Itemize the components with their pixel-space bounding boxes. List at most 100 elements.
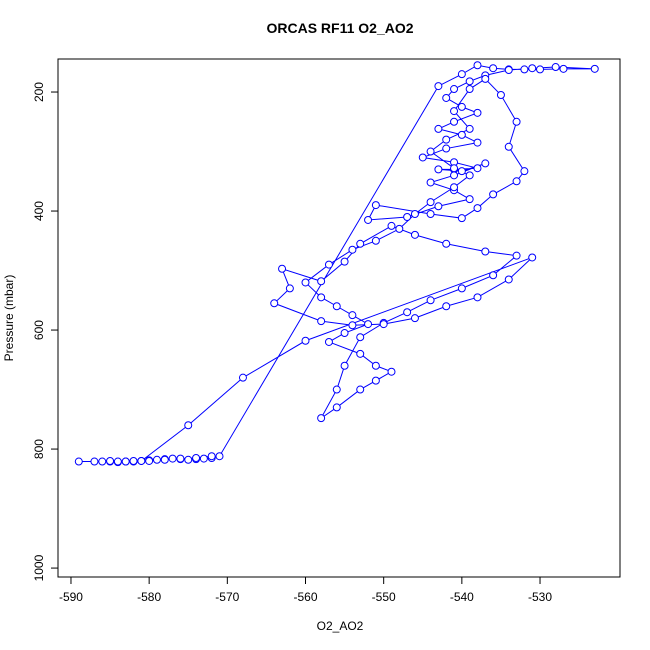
chart-title: ORCAS RF11 O2_AO2 bbox=[266, 20, 413, 36]
point bbox=[528, 64, 537, 73]
x-tick-label: -550 bbox=[372, 590, 396, 604]
point bbox=[450, 183, 459, 192]
point bbox=[418, 153, 427, 162]
point bbox=[332, 385, 341, 394]
point bbox=[551, 63, 560, 72]
point bbox=[457, 284, 466, 293]
point bbox=[504, 142, 513, 151]
point bbox=[473, 293, 482, 302]
point bbox=[340, 329, 349, 338]
point bbox=[324, 260, 333, 269]
point bbox=[450, 107, 459, 116]
point bbox=[270, 299, 279, 308]
point bbox=[371, 236, 380, 245]
point bbox=[137, 456, 146, 465]
point bbox=[184, 455, 193, 464]
x-tick-label: -530 bbox=[528, 590, 552, 604]
point bbox=[356, 333, 365, 342]
point bbox=[403, 212, 412, 221]
point bbox=[317, 414, 326, 423]
point bbox=[450, 164, 459, 173]
point bbox=[489, 64, 498, 73]
point bbox=[192, 453, 201, 462]
point bbox=[160, 455, 169, 464]
x-tick-label: -540 bbox=[450, 590, 474, 604]
point bbox=[74, 457, 83, 466]
point bbox=[332, 403, 341, 412]
point bbox=[512, 251, 521, 260]
point bbox=[426, 178, 435, 187]
point bbox=[473, 61, 482, 70]
point bbox=[489, 190, 498, 199]
point bbox=[90, 457, 99, 466]
point bbox=[457, 70, 466, 79]
point bbox=[442, 239, 451, 248]
point bbox=[473, 164, 482, 173]
point bbox=[426, 198, 435, 207]
point bbox=[473, 138, 482, 147]
y-tick-label: 800 bbox=[32, 439, 46, 459]
point bbox=[324, 337, 333, 346]
point bbox=[434, 202, 443, 211]
y-axis-label: Pressure (mbar) bbox=[2, 275, 16, 362]
point bbox=[442, 144, 451, 153]
point bbox=[278, 264, 287, 273]
point bbox=[364, 215, 373, 224]
point bbox=[168, 454, 177, 463]
point bbox=[199, 454, 208, 463]
point bbox=[559, 64, 568, 73]
point bbox=[356, 239, 365, 248]
point bbox=[371, 201, 380, 210]
point bbox=[520, 167, 529, 176]
point bbox=[489, 271, 498, 280]
point bbox=[317, 293, 326, 302]
point bbox=[371, 376, 380, 385]
point bbox=[340, 361, 349, 370]
point bbox=[410, 210, 419, 219]
point bbox=[184, 421, 193, 430]
x-tick-label: -590 bbox=[59, 590, 83, 604]
x-tick-label: -580 bbox=[137, 590, 161, 604]
point bbox=[426, 210, 435, 219]
point bbox=[457, 214, 466, 223]
point bbox=[176, 454, 185, 463]
point bbox=[238, 373, 247, 382]
point bbox=[450, 171, 459, 180]
point bbox=[465, 195, 474, 204]
point bbox=[434, 82, 443, 91]
point bbox=[301, 278, 310, 287]
point bbox=[426, 147, 435, 156]
point bbox=[528, 253, 537, 262]
point bbox=[340, 257, 349, 266]
point bbox=[145, 456, 154, 465]
point bbox=[465, 77, 474, 86]
point bbox=[457, 130, 466, 139]
point bbox=[465, 124, 474, 133]
point bbox=[106, 456, 115, 465]
point bbox=[457, 167, 466, 176]
point bbox=[465, 85, 474, 94]
point bbox=[379, 320, 388, 329]
y-tick-label: 600 bbox=[32, 320, 46, 340]
point bbox=[473, 108, 482, 117]
point bbox=[215, 452, 224, 461]
point bbox=[285, 284, 294, 293]
point bbox=[364, 320, 373, 329]
point bbox=[504, 275, 513, 284]
point bbox=[356, 349, 365, 358]
point bbox=[481, 74, 490, 83]
point bbox=[317, 277, 326, 286]
point bbox=[434, 165, 443, 174]
point bbox=[348, 321, 357, 330]
point bbox=[481, 247, 490, 256]
point bbox=[98, 457, 107, 466]
point bbox=[465, 171, 474, 180]
point bbox=[410, 314, 419, 323]
point bbox=[348, 311, 357, 320]
y-tick-label: 200 bbox=[32, 82, 46, 102]
point bbox=[536, 65, 545, 74]
point bbox=[317, 317, 326, 326]
point bbox=[450, 117, 459, 126]
